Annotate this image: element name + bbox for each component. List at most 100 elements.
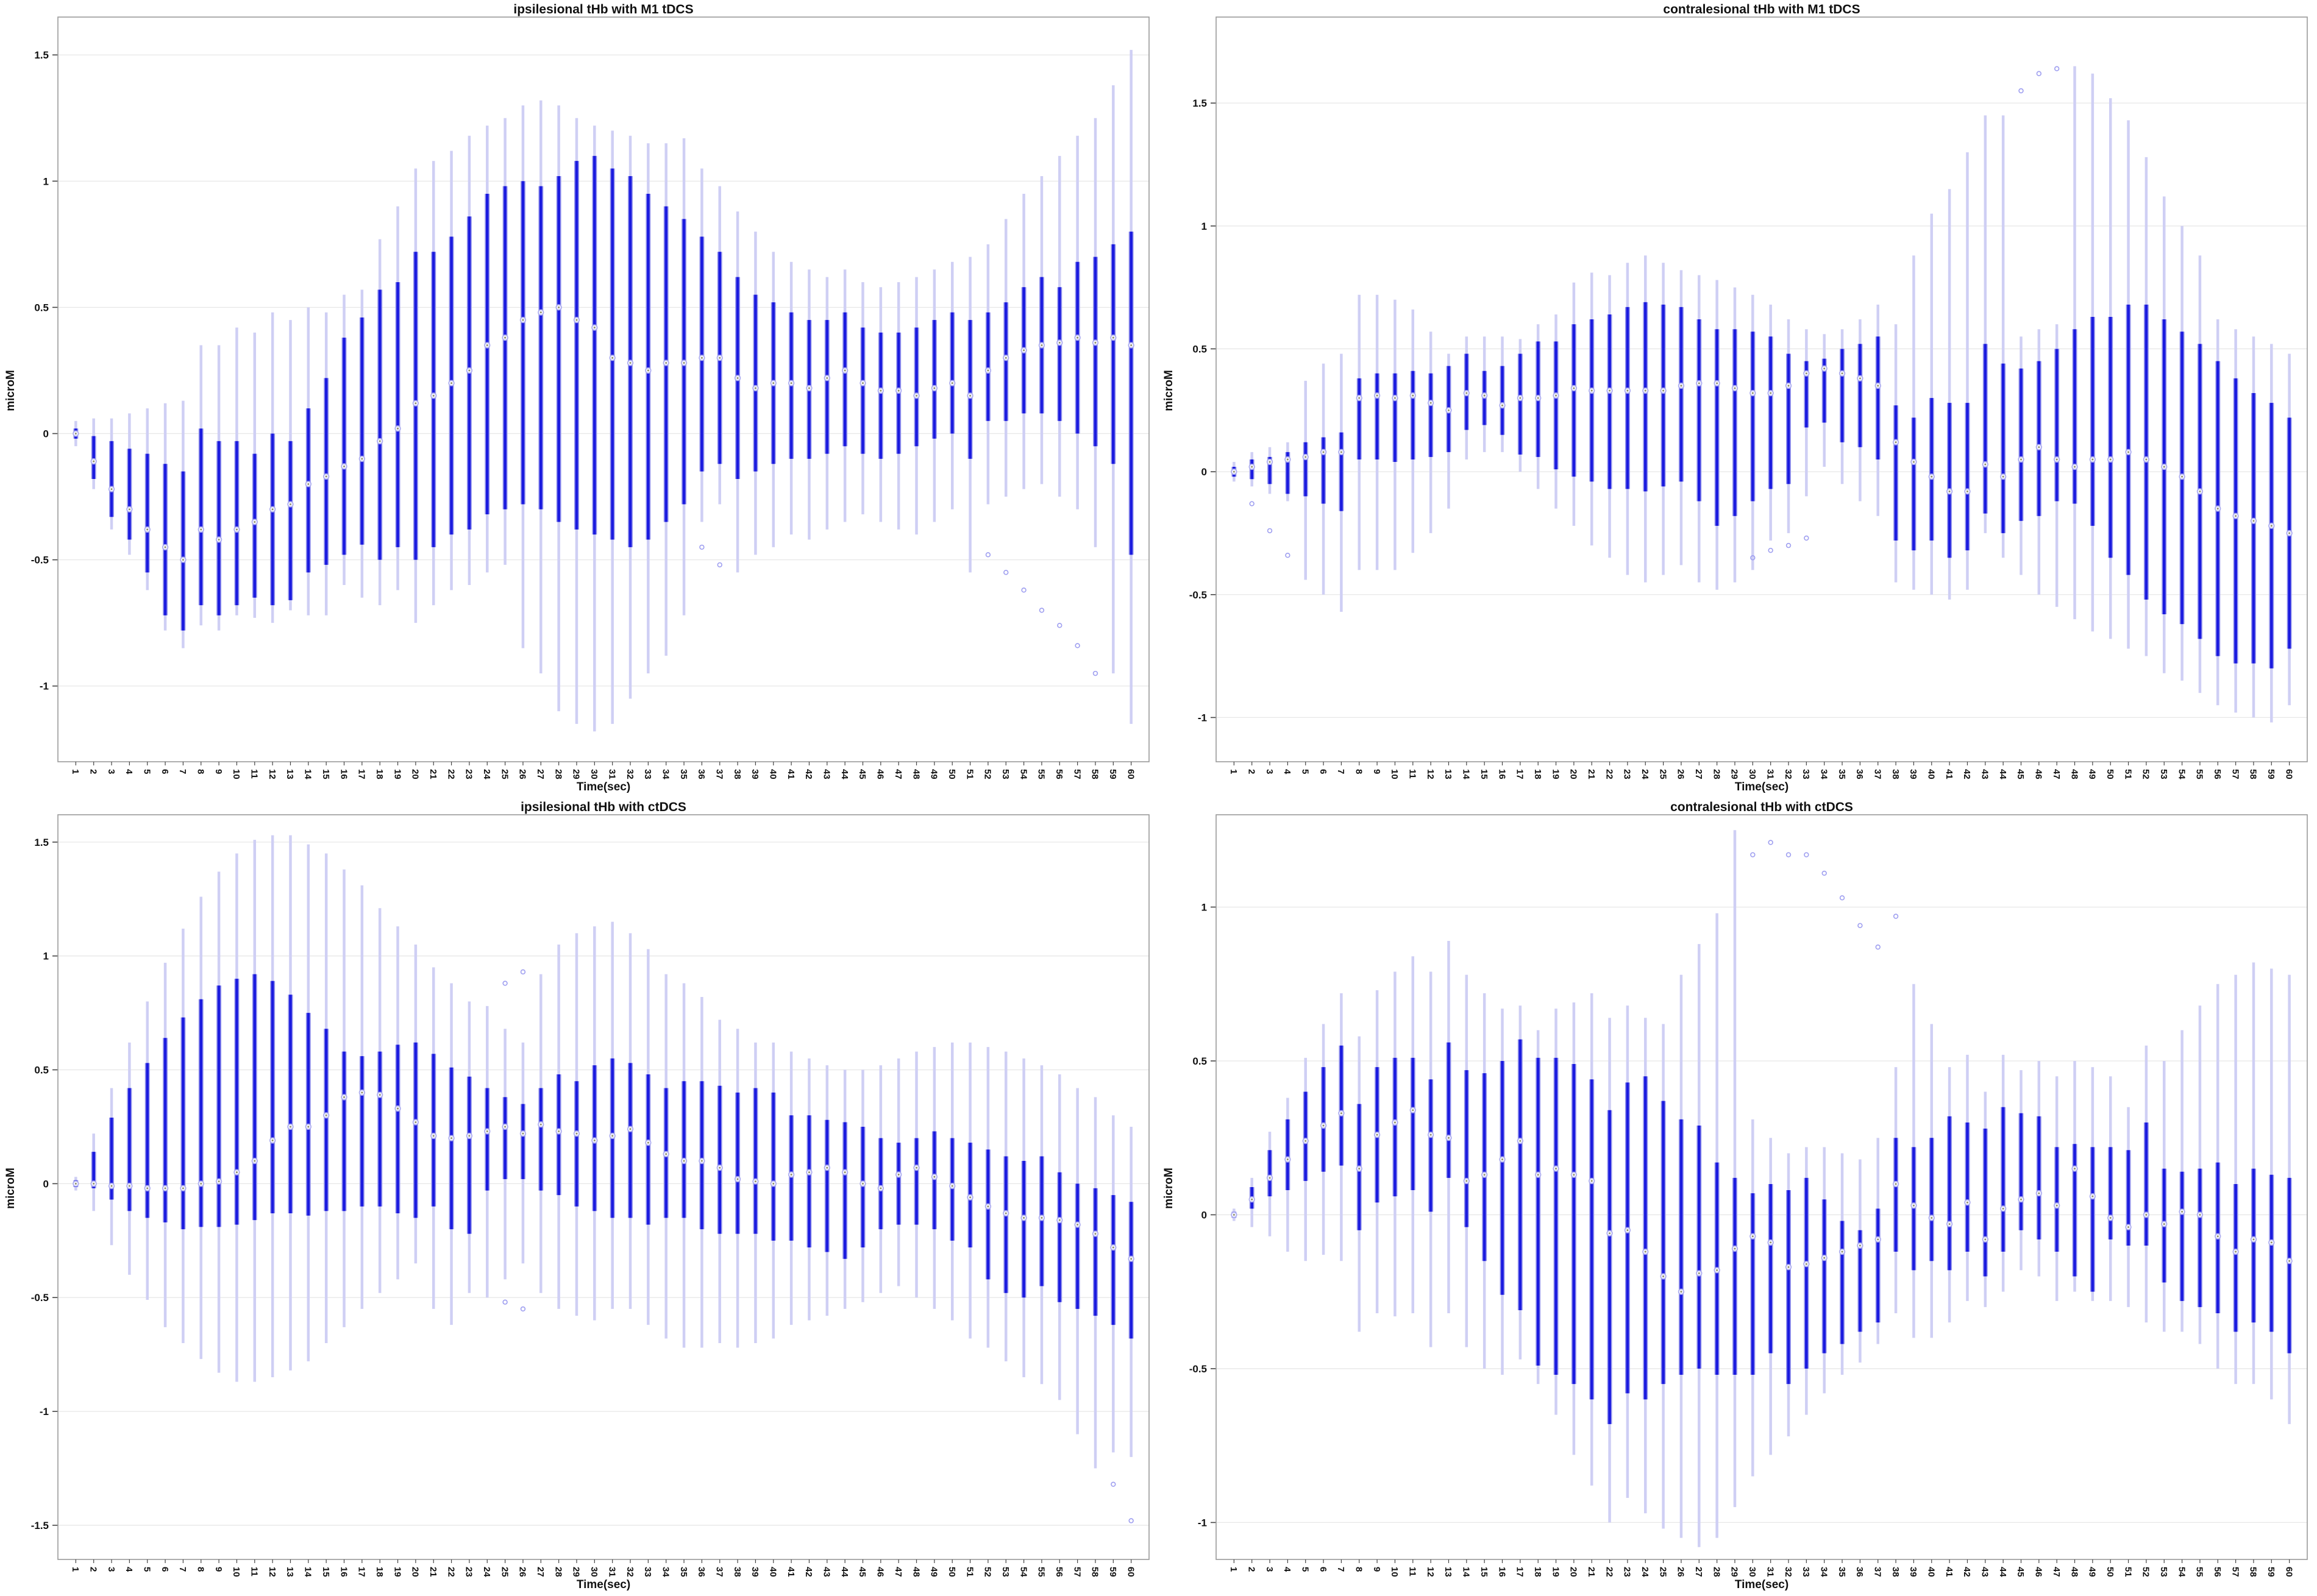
svg-text:25: 25 [1657, 769, 1668, 779]
svg-text:15: 15 [321, 769, 331, 779]
svg-text:13: 13 [285, 1567, 295, 1577]
svg-text:36: 36 [696, 1567, 706, 1577]
svg-text:18: 18 [1532, 769, 1543, 779]
svg-text:40: 40 [768, 769, 778, 779]
svg-text:21: 21 [1586, 769, 1596, 779]
svg-text:58: 58 [1090, 769, 1100, 779]
svg-text:41: 41 [786, 1567, 796, 1577]
svg-text:42: 42 [1962, 769, 1972, 779]
svg-text:28: 28 [1711, 1567, 1721, 1577]
svg-text:3: 3 [106, 769, 116, 774]
svg-text:34: 34 [1818, 769, 1829, 779]
svg-text:5: 5 [1300, 1567, 1310, 1572]
svg-text:2: 2 [1246, 769, 1256, 774]
panel-a-title: ipsilesional tHb with M1 tDCS [513, 2, 694, 16]
svg-text:45: 45 [857, 769, 867, 779]
svg-text:32: 32 [625, 769, 635, 779]
svg-text:9: 9 [213, 1567, 224, 1572]
svg-text:31: 31 [607, 769, 617, 779]
svg-text:18: 18 [1532, 1567, 1543, 1577]
svg-text:40: 40 [768, 1567, 778, 1577]
svg-text:56: 56 [1054, 769, 1064, 779]
svg-text:30: 30 [589, 1567, 599, 1577]
svg-text:-0.5: -0.5 [31, 1292, 49, 1303]
svg-text:5: 5 [141, 1567, 152, 1572]
svg-text:14: 14 [303, 1567, 313, 1577]
svg-text:50: 50 [2105, 1567, 2115, 1577]
svg-text:44: 44 [839, 1567, 850, 1577]
svg-text:13: 13 [285, 769, 295, 779]
svg-text:10: 10 [1389, 1567, 1400, 1577]
svg-text:53: 53 [2159, 1567, 2169, 1577]
svg-text:29: 29 [571, 1567, 582, 1577]
svg-text:39: 39 [750, 769, 760, 779]
svg-text:45: 45 [2015, 1567, 2026, 1577]
svg-text:48: 48 [2069, 1567, 2079, 1577]
svg-text:-1.5: -1.5 [31, 1520, 49, 1531]
svg-text:15: 15 [1479, 769, 1489, 779]
svg-text:52: 52 [983, 769, 993, 779]
svg-text:-0.5: -0.5 [1189, 1363, 1207, 1375]
svg-text:17: 17 [357, 1567, 367, 1577]
svg-text:58: 58 [2248, 1567, 2258, 1577]
svg-text:0: 0 [43, 428, 49, 439]
svg-text:3: 3 [106, 1567, 116, 1572]
svg-text:11: 11 [249, 769, 260, 779]
svg-text:17: 17 [357, 769, 367, 779]
svg-text:-1: -1 [1198, 1517, 1207, 1528]
svg-text:10: 10 [231, 1567, 241, 1577]
svg-text:14: 14 [1461, 1567, 1472, 1577]
svg-text:43: 43 [1980, 769, 1990, 779]
svg-text:2: 2 [88, 769, 98, 774]
svg-text:46: 46 [2034, 1567, 2044, 1577]
svg-text:-1: -1 [40, 1406, 49, 1417]
svg-text:30: 30 [589, 769, 599, 779]
svg-text:9: 9 [1372, 1567, 1382, 1572]
svg-text:22: 22 [1604, 769, 1614, 779]
svg-text:23: 23 [464, 769, 474, 779]
svg-text:36: 36 [1854, 1567, 1865, 1577]
svg-text:54: 54 [2176, 1567, 2187, 1577]
svg-text:9: 9 [213, 769, 224, 774]
svg-text:4: 4 [124, 769, 134, 775]
svg-text:11: 11 [1408, 1567, 1418, 1576]
svg-text:44: 44 [1998, 1567, 2008, 1577]
svg-text:3: 3 [1264, 1567, 1275, 1572]
svg-text:47: 47 [2051, 769, 2062, 779]
panel-b-x-axis-label: Time(sec) [1734, 781, 1789, 793]
svg-text:45: 45 [2015, 769, 2026, 779]
svg-text:14: 14 [1461, 769, 1472, 779]
svg-text:39: 39 [1908, 769, 1918, 779]
svg-text:22: 22 [446, 769, 456, 779]
svg-text:33: 33 [1801, 769, 1811, 779]
svg-text:16: 16 [1497, 769, 1507, 779]
svg-text:26: 26 [1676, 769, 1686, 779]
svg-text:22: 22 [1604, 1567, 1614, 1577]
svg-text:42: 42 [803, 769, 814, 779]
panel-c: ipsilesional tHb with ctDCS (C) microM T… [0, 798, 1158, 1595]
svg-text:51: 51 [2123, 1567, 2133, 1577]
svg-text:31: 31 [607, 1567, 617, 1577]
svg-text:32: 32 [1783, 769, 1793, 779]
svg-text:1: 1 [70, 769, 80, 774]
svg-text:14: 14 [303, 769, 313, 779]
svg-text:60: 60 [2283, 1567, 2294, 1577]
svg-text:28: 28 [553, 1567, 563, 1577]
svg-text:34: 34 [1818, 1567, 1829, 1577]
svg-text:2: 2 [1246, 1567, 1256, 1572]
svg-text:48: 48 [911, 769, 921, 779]
svg-text:39: 39 [1908, 1567, 1918, 1577]
svg-text:28: 28 [553, 769, 563, 779]
svg-text:46: 46 [2034, 769, 2044, 779]
svg-text:31: 31 [1765, 1567, 1775, 1577]
svg-text:13: 13 [1443, 1567, 1453, 1577]
svg-text:52: 52 [983, 1567, 993, 1577]
svg-text:0.5: 0.5 [1192, 1055, 1207, 1067]
svg-text:53: 53 [2159, 769, 2169, 779]
svg-text:55: 55 [2194, 769, 2205, 779]
svg-text:24: 24 [482, 769, 492, 779]
panel-d-title: contralesional tHb with ctDCS [1670, 800, 1853, 814]
svg-text:22: 22 [446, 1567, 456, 1577]
svg-text:5: 5 [1300, 769, 1310, 774]
svg-text:19: 19 [1550, 1567, 1561, 1577]
